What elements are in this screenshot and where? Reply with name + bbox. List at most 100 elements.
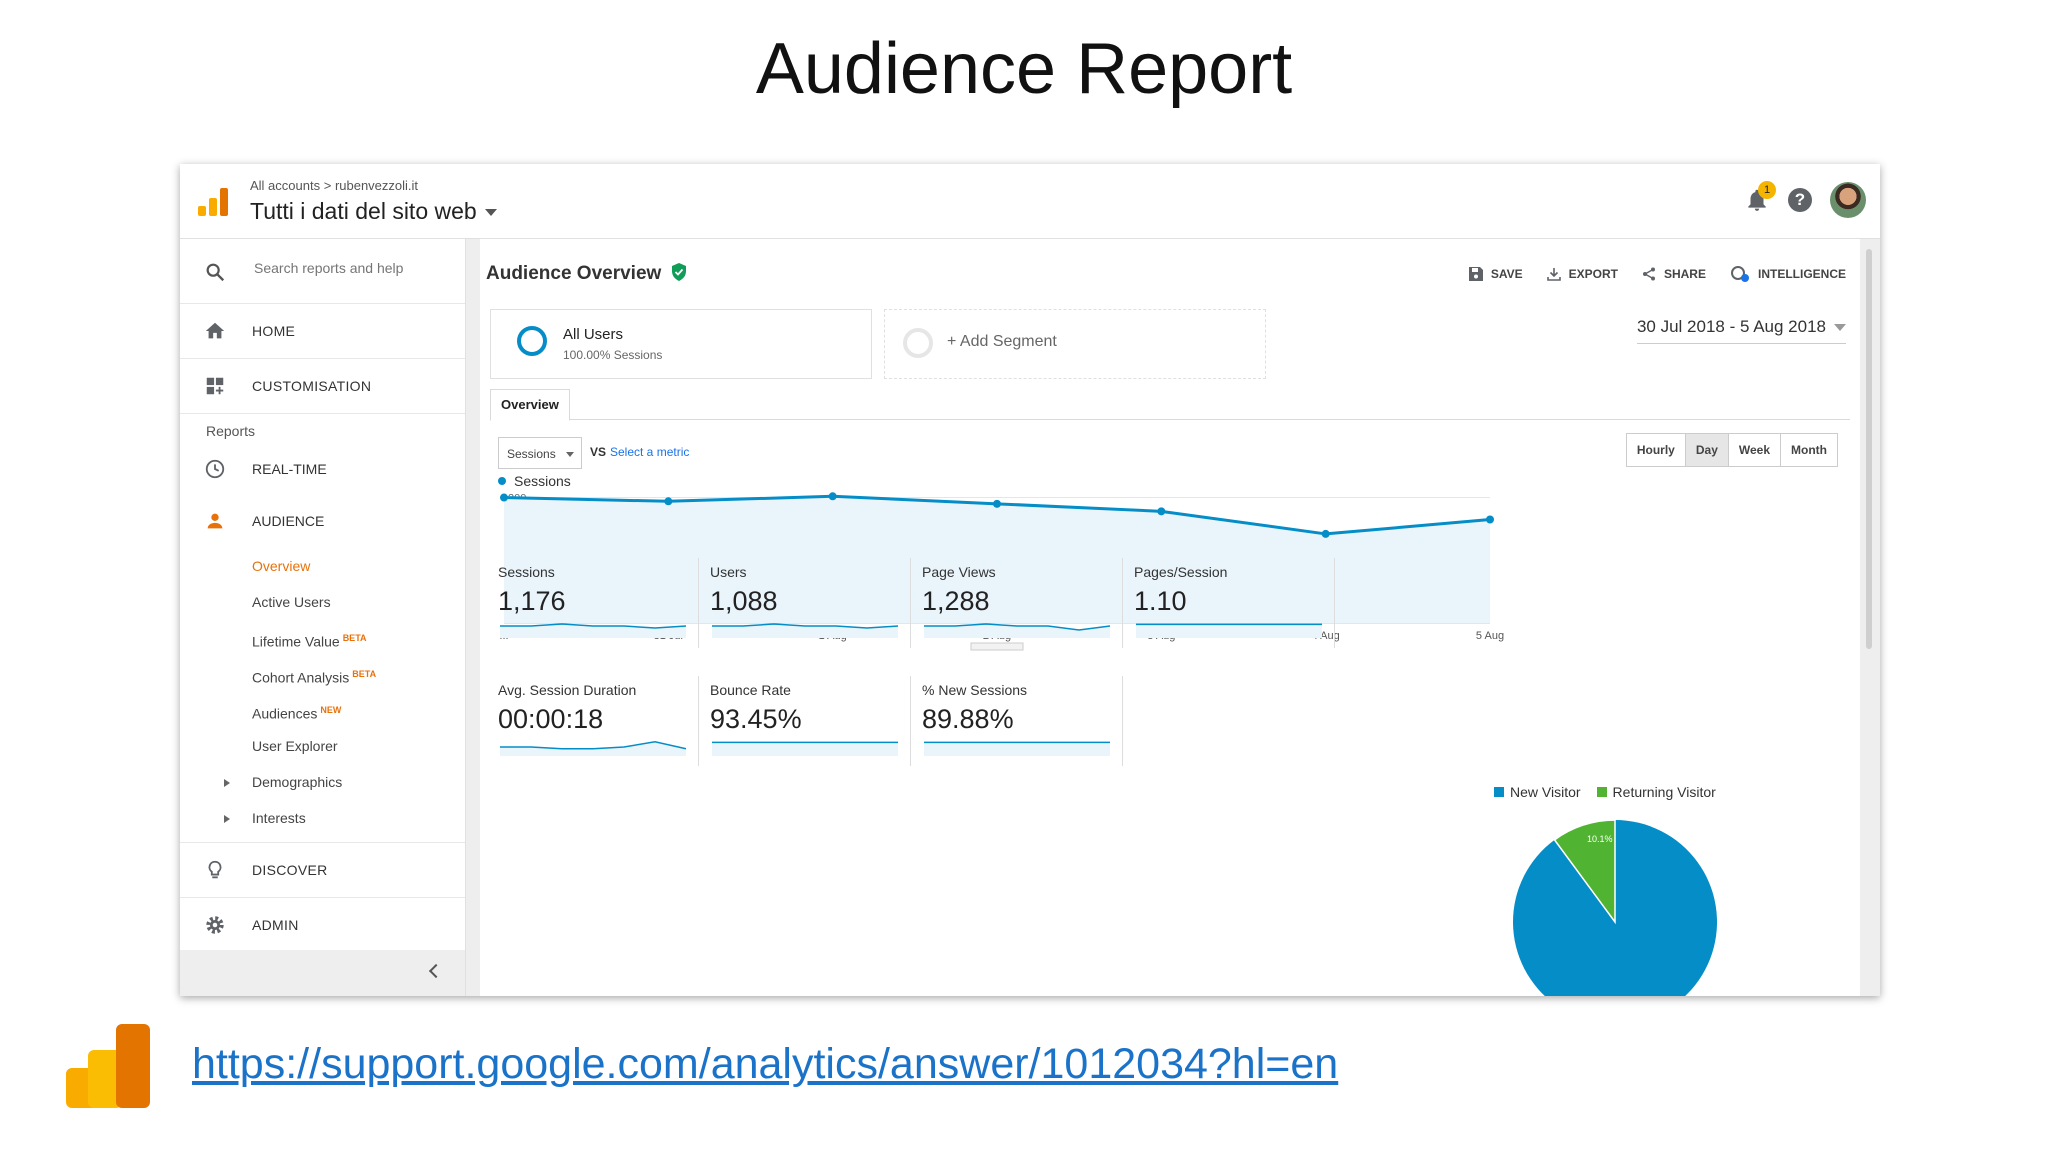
metric-tile[interactable]: Avg. Session Duration 00:00:18 bbox=[498, 682, 688, 772]
sidebar-sub-user-explorer[interactable]: User Explorer bbox=[252, 738, 338, 754]
sparkline-area bbox=[924, 742, 1110, 756]
search-icon bbox=[206, 263, 225, 282]
metric-tile[interactable]: Pages/Session 1.10 bbox=[1134, 564, 1324, 654]
sidebar-sub-lifetime-value[interactable]: Lifetime Value BETA bbox=[180, 620, 465, 656]
segment-all-users[interactable]: All Users 100.00% Sessions bbox=[490, 309, 872, 379]
metric-value: 1.10 bbox=[1134, 586, 1187, 616]
beta-badge: BETA bbox=[342, 633, 367, 643]
metric-label: % New Sessions bbox=[922, 682, 1028, 698]
avatar[interactable] bbox=[1830, 182, 1866, 218]
date-range-picker[interactable]: 30 Jul 2018 - 5 Aug 2018 bbox=[1636, 317, 1846, 344]
data-point[interactable] bbox=[828, 492, 837, 501]
share-button[interactable]: SHARE bbox=[1642, 265, 1706, 283]
sidebar-sub-overview[interactable]: Overview bbox=[252, 558, 311, 574]
sidebar-item-home[interactable]: HOME bbox=[180, 304, 465, 359]
granularity-month[interactable]: Month bbox=[1780, 434, 1837, 466]
data-point[interactable] bbox=[500, 493, 508, 502]
granularity-day[interactable]: Day bbox=[1684, 434, 1728, 466]
metric-select[interactable]: Sessions bbox=[498, 437, 582, 469]
tile-divider bbox=[1334, 558, 1335, 648]
sidebar-item-realtime[interactable]: REAL-TIME bbox=[180, 444, 465, 496]
data-point[interactable] bbox=[664, 497, 673, 506]
select-metric-link[interactable]: Select a metric bbox=[610, 445, 690, 459]
chart-legend[interactable]: Sessions bbox=[498, 475, 571, 489]
sparkline-line bbox=[712, 623, 899, 629]
report-actions: SAVE EXPORT SHARE INTELLIGENCE bbox=[1468, 265, 1846, 283]
intelligence-label: INTELLIGENCE bbox=[1757, 267, 1846, 281]
export-label: EXPORT bbox=[1568, 267, 1618, 281]
sidebar-item-admin[interactable]: ADMIN bbox=[180, 898, 465, 952]
sidebar-sub-label: Cohort Analysis bbox=[252, 669, 350, 686]
metric-sparkline bbox=[924, 741, 1110, 756]
add-segment-button[interactable]: + Add Segment bbox=[884, 309, 1266, 379]
analytics-window: All accounts > rubenvezzoli.it Tutti i d… bbox=[180, 164, 1880, 996]
notifications-button[interactable]: 1 bbox=[1744, 181, 1776, 213]
metric-tile[interactable]: Sessions 1,176 bbox=[498, 564, 688, 654]
metric-sparkline bbox=[712, 623, 899, 638]
data-point[interactable] bbox=[1486, 515, 1494, 524]
report-tabs: Overview bbox=[490, 389, 1850, 421]
legend-swatch bbox=[1596, 787, 1607, 797]
segment-share: 100.00% Sessions bbox=[563, 348, 663, 362]
page-title-text: Audience Overview bbox=[486, 263, 662, 284]
property-selector[interactable]: Tutti i dati del sito web bbox=[250, 198, 497, 225]
metric-sparkline bbox=[712, 741, 898, 756]
sidebar-sub-interests[interactable]: Interests bbox=[180, 800, 465, 843]
sidebar-sub-active-users[interactable]: Active Users bbox=[252, 594, 331, 610]
sidebar-sub-cohort-analysis[interactable]: Cohort Analysis BETA bbox=[180, 656, 465, 692]
save-label: SAVE bbox=[1490, 267, 1523, 281]
legend-label: Sessions bbox=[514, 475, 571, 489]
analytics-logo-icon[interactable] bbox=[198, 186, 228, 218]
export-button[interactable]: EXPORT bbox=[1546, 265, 1618, 283]
legend-returning-visitor[interactable]: Returning Visitor bbox=[1596, 784, 1716, 800]
sidebar-item-label: ADMIN bbox=[252, 917, 299, 933]
tile-divider bbox=[698, 676, 699, 766]
tile-divider bbox=[910, 558, 911, 648]
sidebar-item-customisation[interactable]: CUSTOMISATION bbox=[180, 359, 465, 414]
sidebar-item-audience[interactable]: AUDIENCE bbox=[180, 496, 465, 548]
caret-down-icon bbox=[484, 209, 497, 217]
metric-sparkline bbox=[924, 623, 1111, 638]
data-point[interactable] bbox=[993, 499, 1001, 508]
breadcrumb-site[interactable]: rubenvezzoli.it bbox=[334, 178, 419, 193]
metric-tile[interactable]: Bounce Rate 93.45% bbox=[710, 682, 900, 772]
legend-new-visitor[interactable]: New Visitor bbox=[1494, 784, 1581, 800]
pie-slice-returning-visitor[interactable] bbox=[1553, 819, 1616, 925]
dashboard-grid-icon bbox=[206, 377, 224, 395]
scrollbar[interactable] bbox=[1866, 249, 1872, 649]
breadcrumb[interactable]: All accounts > rubenvezzoli.it bbox=[250, 178, 418, 193]
property-name: Tutti i dati del sito web bbox=[250, 198, 477, 224]
data-point[interactable] bbox=[1157, 507, 1166, 516]
beta-badge: BETA bbox=[352, 669, 377, 679]
breadcrumb-root[interactable]: All accounts bbox=[250, 178, 321, 193]
sidebar: HOME CUSTOMISATION Reports REAL-TIME AUD… bbox=[180, 239, 466, 996]
sidebar-item-discover[interactable]: DISCOVER bbox=[180, 843, 465, 898]
clock-icon bbox=[205, 459, 225, 479]
home-icon bbox=[205, 322, 225, 339]
search-input[interactable] bbox=[252, 259, 456, 277]
help-icon[interactable]: ? bbox=[1788, 188, 1812, 212]
metric-tile[interactable]: % New Sessions 89.88% bbox=[922, 682, 1112, 772]
support-link[interactable]: https://support.google.com/analytics/ans… bbox=[192, 1040, 1339, 1088]
data-point[interactable] bbox=[1321, 529, 1330, 538]
granularity-hourly[interactable]: Hourly bbox=[1626, 434, 1685, 466]
sidebar-item-label: HOME bbox=[252, 323, 296, 339]
segment-ring-icon bbox=[517, 326, 547, 356]
save-button[interactable]: SAVE bbox=[1468, 265, 1523, 283]
tile-divider bbox=[1122, 676, 1123, 766]
sparkline-line bbox=[924, 623, 1111, 631]
tab-overview[interactable]: Overview bbox=[490, 389, 570, 421]
intelligence-button[interactable]: INTELLIGENCE bbox=[1730, 265, 1846, 283]
segment-placeholder-ring-icon bbox=[903, 328, 933, 358]
sidebar-sub-audiences[interactable]: Audiences NEW bbox=[180, 692, 465, 728]
expand-triangle-icon bbox=[224, 779, 230, 787]
sidebar-sub-demographics[interactable]: Demographics bbox=[180, 764, 465, 800]
metric-select-value: Sessions bbox=[507, 447, 556, 461]
breadcrumb-separator: > bbox=[323, 178, 332, 193]
granularity-week[interactable]: Week bbox=[1727, 434, 1781, 466]
collapse-sidebar-button[interactable] bbox=[180, 950, 465, 996]
metric-label: Users bbox=[710, 564, 747, 580]
metric-tile[interactable]: Users 1,088 bbox=[710, 564, 900, 654]
metric-tile[interactable]: Page Views 1,288 bbox=[922, 564, 1112, 654]
chart-resize-handle[interactable] bbox=[970, 642, 1024, 651]
